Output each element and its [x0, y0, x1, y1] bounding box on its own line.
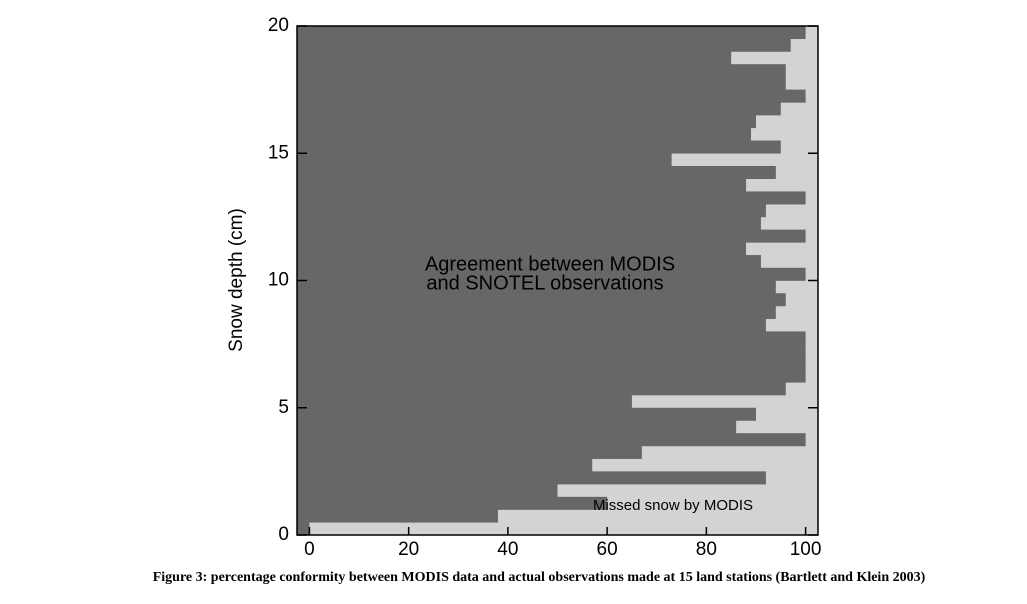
- bar: [297, 344, 806, 358]
- bar: [297, 369, 806, 383]
- bar: [297, 191, 806, 205]
- bar: [297, 471, 766, 485]
- bar: [297, 293, 786, 307]
- bar: [297, 407, 756, 421]
- bar: [297, 89, 806, 103]
- bar: [297, 305, 776, 319]
- annotation: Agreement between MODIS: [425, 253, 675, 275]
- bar: [297, 204, 766, 218]
- x-tick-label: 0: [304, 539, 315, 560]
- bar: [297, 216, 761, 230]
- y-axis-label: Snow depth (cm): [226, 208, 247, 352]
- bar: [297, 395, 632, 409]
- y-tick-label: 20: [268, 15, 289, 36]
- bar: [297, 331, 806, 345]
- bar: [297, 458, 593, 472]
- bar: [297, 229, 806, 243]
- bar: [297, 102, 781, 116]
- bar: [297, 267, 806, 281]
- y-tick-label: 15: [268, 142, 289, 163]
- y-tick-label: 10: [268, 270, 289, 291]
- x-tick-label: 20: [398, 539, 419, 560]
- bar: [297, 509, 498, 523]
- y-tick-label: 5: [278, 397, 289, 418]
- bar: [297, 26, 806, 40]
- y-tick-label: 0: [278, 524, 289, 545]
- bar: [297, 433, 806, 447]
- x-tick-label: 40: [497, 539, 518, 560]
- x-tick-label: 60: [597, 539, 618, 560]
- bar: [297, 496, 608, 510]
- annotation: Missed snow by MODIS: [593, 497, 753, 514]
- bar: [297, 255, 761, 269]
- bar: [297, 51, 732, 65]
- bar: [297, 356, 806, 370]
- bar: [297, 445, 642, 459]
- bar: [297, 165, 776, 179]
- annotation: and SNOTEL observations: [426, 272, 663, 294]
- x-tick-label: 100: [790, 539, 822, 560]
- bar: [297, 522, 310, 536]
- x-tick-label: 80: [696, 539, 717, 560]
- bar: [297, 64, 786, 78]
- bar: [297, 127, 752, 141]
- bar: [297, 153, 672, 167]
- bar: [297, 280, 776, 294]
- bar: [297, 420, 737, 434]
- bar: [297, 242, 747, 256]
- bar: [297, 115, 756, 129]
- bar: [297, 76, 786, 90]
- bar: [297, 178, 747, 192]
- bar: [297, 38, 791, 52]
- bar: [297, 140, 781, 154]
- bar: [297, 484, 558, 498]
- caption: Figure 3: percentage conformity between …: [153, 570, 926, 585]
- bar: [297, 318, 766, 332]
- bar: [297, 382, 786, 396]
